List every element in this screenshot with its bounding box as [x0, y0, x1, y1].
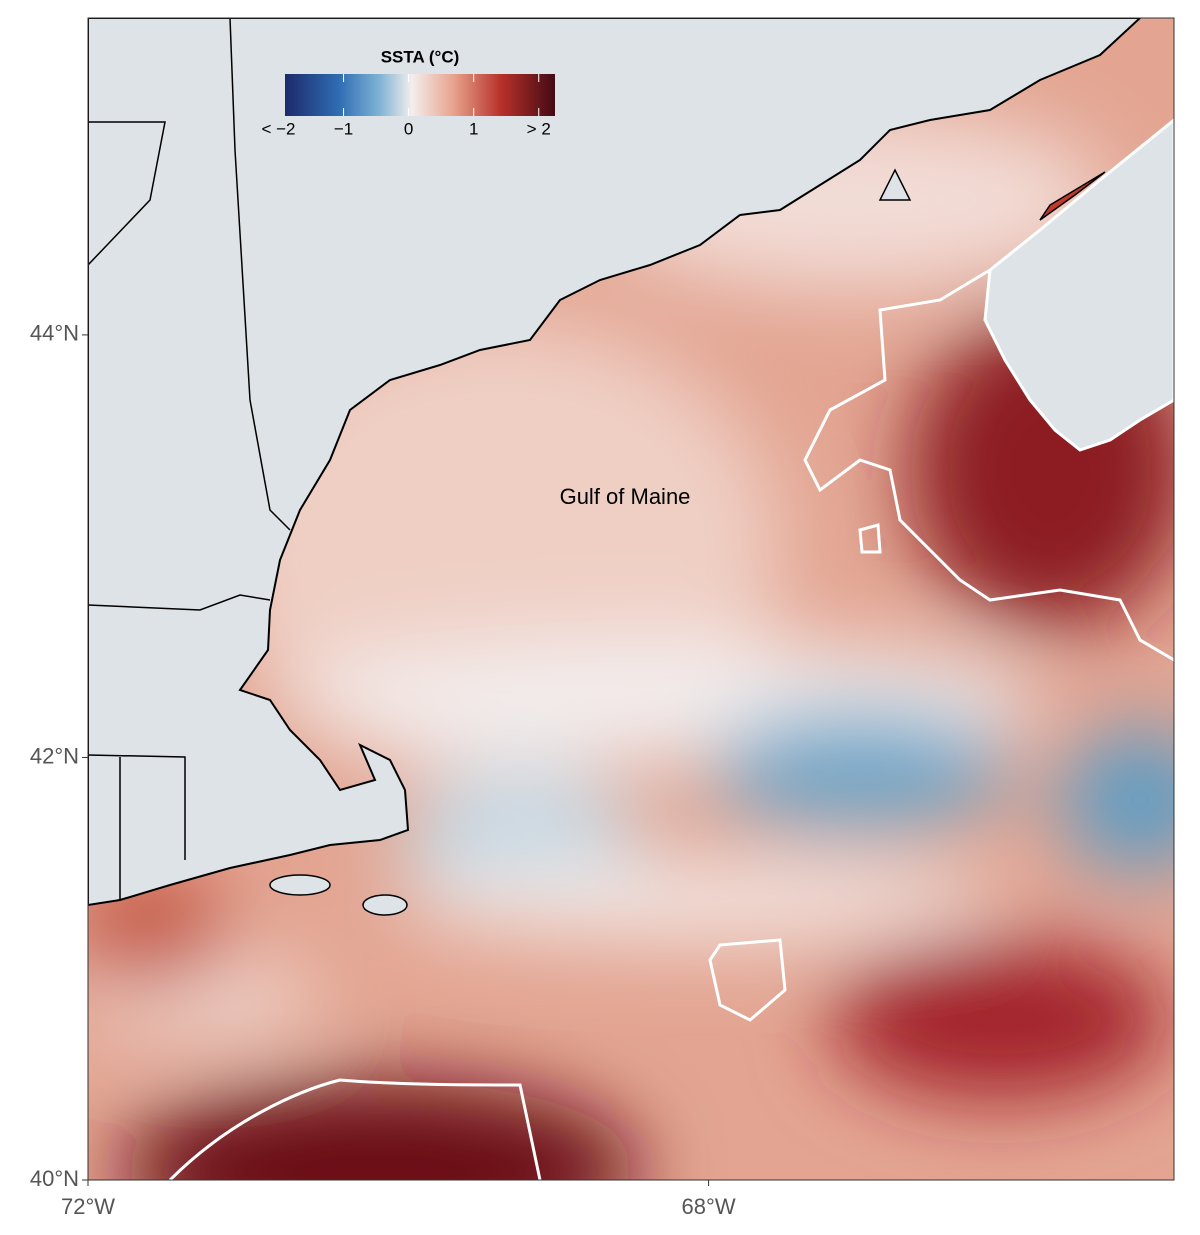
colorbar-tick-label: > 2	[527, 119, 551, 138]
contours	[168, 268, 1174, 1180]
y-tick-label: 40°N	[30, 1166, 79, 1191]
y-tick-label: 42°N	[30, 743, 79, 768]
colorbar	[285, 74, 555, 116]
bay	[1039, 171, 1106, 221]
land-nova-scotia	[983, 118, 1174, 452]
map-panel	[88, 18, 1174, 1180]
colorbar-tick-label: < −2	[261, 119, 295, 138]
y-tick-label: 44°N	[30, 321, 79, 346]
annotation: Gulf of Maine	[560, 484, 691, 509]
legend-title: SSTA (°C)	[381, 47, 460, 66]
panel-border	[87, 17, 1175, 1181]
colorbar-tick-label: 0	[404, 119, 413, 138]
island	[878, 168, 912, 201]
land	[88, 18, 1142, 907]
colorbar-tick-label: −1	[334, 119, 353, 138]
x-tick-label: 68°W	[682, 1194, 736, 1219]
island	[362, 894, 408, 916]
state-borders	[88, 18, 291, 900]
colorbar-tick-label: 1	[469, 119, 478, 138]
x-tick-label: 72°W	[61, 1194, 115, 1219]
island	[269, 874, 331, 896]
